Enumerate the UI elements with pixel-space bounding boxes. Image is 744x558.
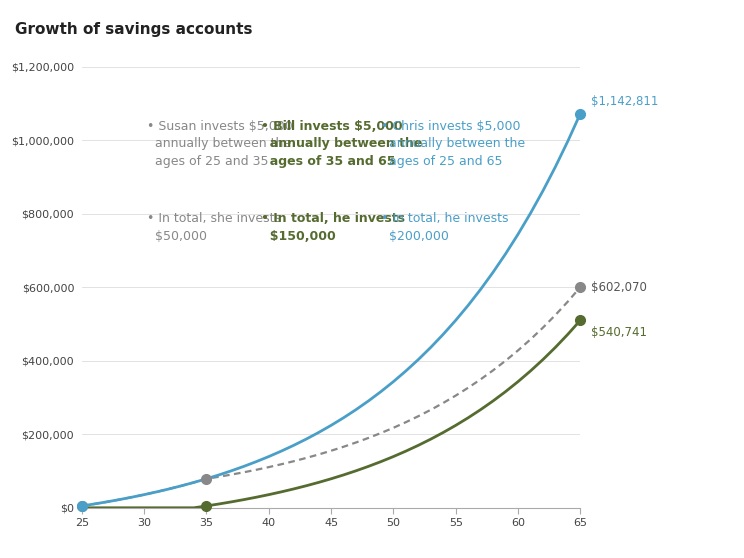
Text: • In total, she invests
  $50,000: • In total, she invests $50,000 bbox=[147, 213, 280, 243]
Text: $602,070: $602,070 bbox=[591, 281, 647, 294]
Text: • In total, he invests
  $200,000: • In total, he invests $200,000 bbox=[381, 213, 508, 243]
Text: • Susan invests $5,000
  annually between the
  ages of 25 and 35: • Susan invests $5,000 annually between … bbox=[147, 120, 292, 168]
Text: • Bill invests $5,000
  annually between the
  ages of 35 and 65: • Bill invests $5,000 annually between t… bbox=[261, 120, 423, 168]
Text: Growth of savings accounts: Growth of savings accounts bbox=[15, 22, 252, 37]
Text: • Chris invests $5,000
  annually between the
  ages of 25 and 65: • Chris invests $5,000 annually between … bbox=[381, 120, 525, 168]
Text: $1,142,811: $1,142,811 bbox=[591, 95, 658, 108]
Text: $540,741: $540,741 bbox=[591, 326, 647, 339]
Text: • In total, he invests
  $150,000: • In total, he invests $150,000 bbox=[261, 213, 405, 243]
